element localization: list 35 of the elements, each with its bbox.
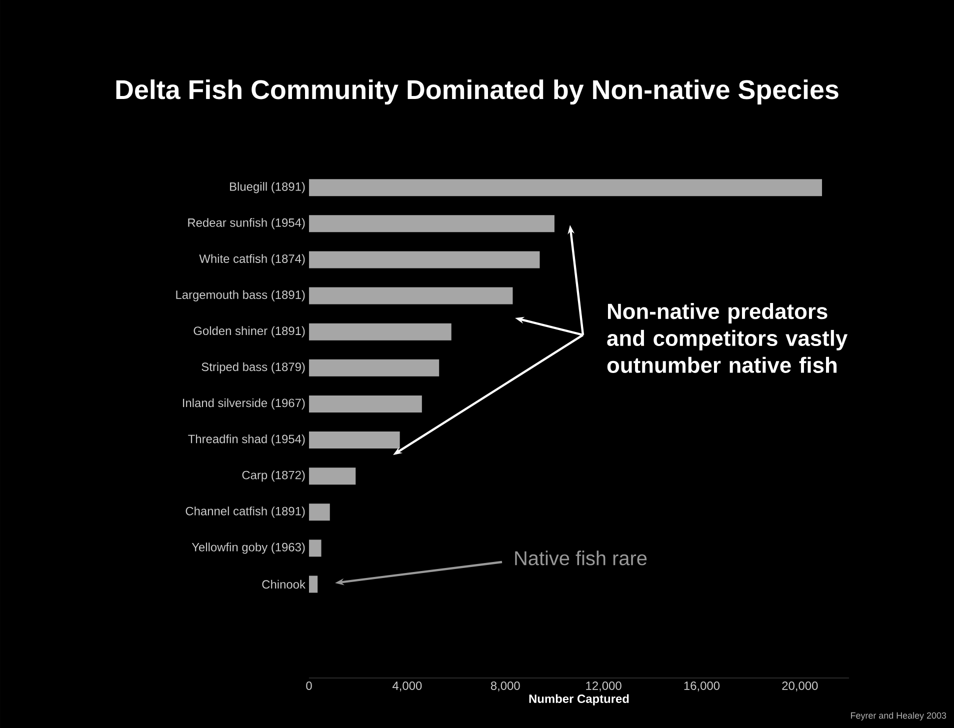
bar — [309, 179, 822, 196]
y-tick-label: Yellowfin goby (1963) — [192, 542, 305, 554]
bar — [309, 576, 318, 593]
x-tick-label: 8,000 — [490, 682, 520, 692]
bar — [309, 251, 540, 268]
bar — [309, 540, 322, 557]
x-axis-title: Number Captured — [529, 694, 629, 706]
y-tick-label: Striped bass (1879) — [202, 362, 305, 374]
annotation: Native fish rare — [515, 550, 647, 566]
text: Feyrer and Healey 2003 — [851, 712, 946, 720]
y-tick-label: Largemouth bass (1891) — [176, 290, 305, 302]
x-tick-label: 16,000 — [684, 682, 720, 692]
x-tick-label: 0 — [306, 682, 312, 690]
y-tick-label: Redear sunfish (1954) — [188, 218, 305, 230]
x-tick-label: 20,000 — [782, 682, 818, 692]
y-tick-label: Channel catfish (1891) — [186, 506, 305, 518]
y-tick-label: Bluegill (1891) — [230, 182, 305, 194]
y-tick-label: Inland silverside (1967) — [182, 398, 305, 410]
chart-title: Delta Fish Community Dominated by Non-native Species — [116, 79, 838, 105]
bar — [309, 359, 440, 376]
y-tick-label: Chinook — [262, 580, 306, 589]
y-tick-label: White catfish (1874) — [199, 254, 305, 266]
bar — [309, 504, 330, 521]
bar — [309, 468, 356, 485]
x-tick-label: 4,000 — [392, 682, 422, 692]
y-tick-label: Golden shiner (1891) — [194, 326, 305, 338]
bar — [309, 395, 422, 412]
y-tick-label: Carp (1872) — [242, 470, 305, 482]
annotation: Non-native predators and competitors vastly outnumber native fish — [607, 303, 848, 373]
bar — [309, 287, 513, 304]
bar — [309, 215, 554, 232]
x-tick-label: 12,000 — [586, 682, 622, 692]
bar — [309, 323, 452, 340]
bar — [309, 432, 400, 449]
y-tick-label: Threadfin shad (1954) — [188, 434, 305, 446]
